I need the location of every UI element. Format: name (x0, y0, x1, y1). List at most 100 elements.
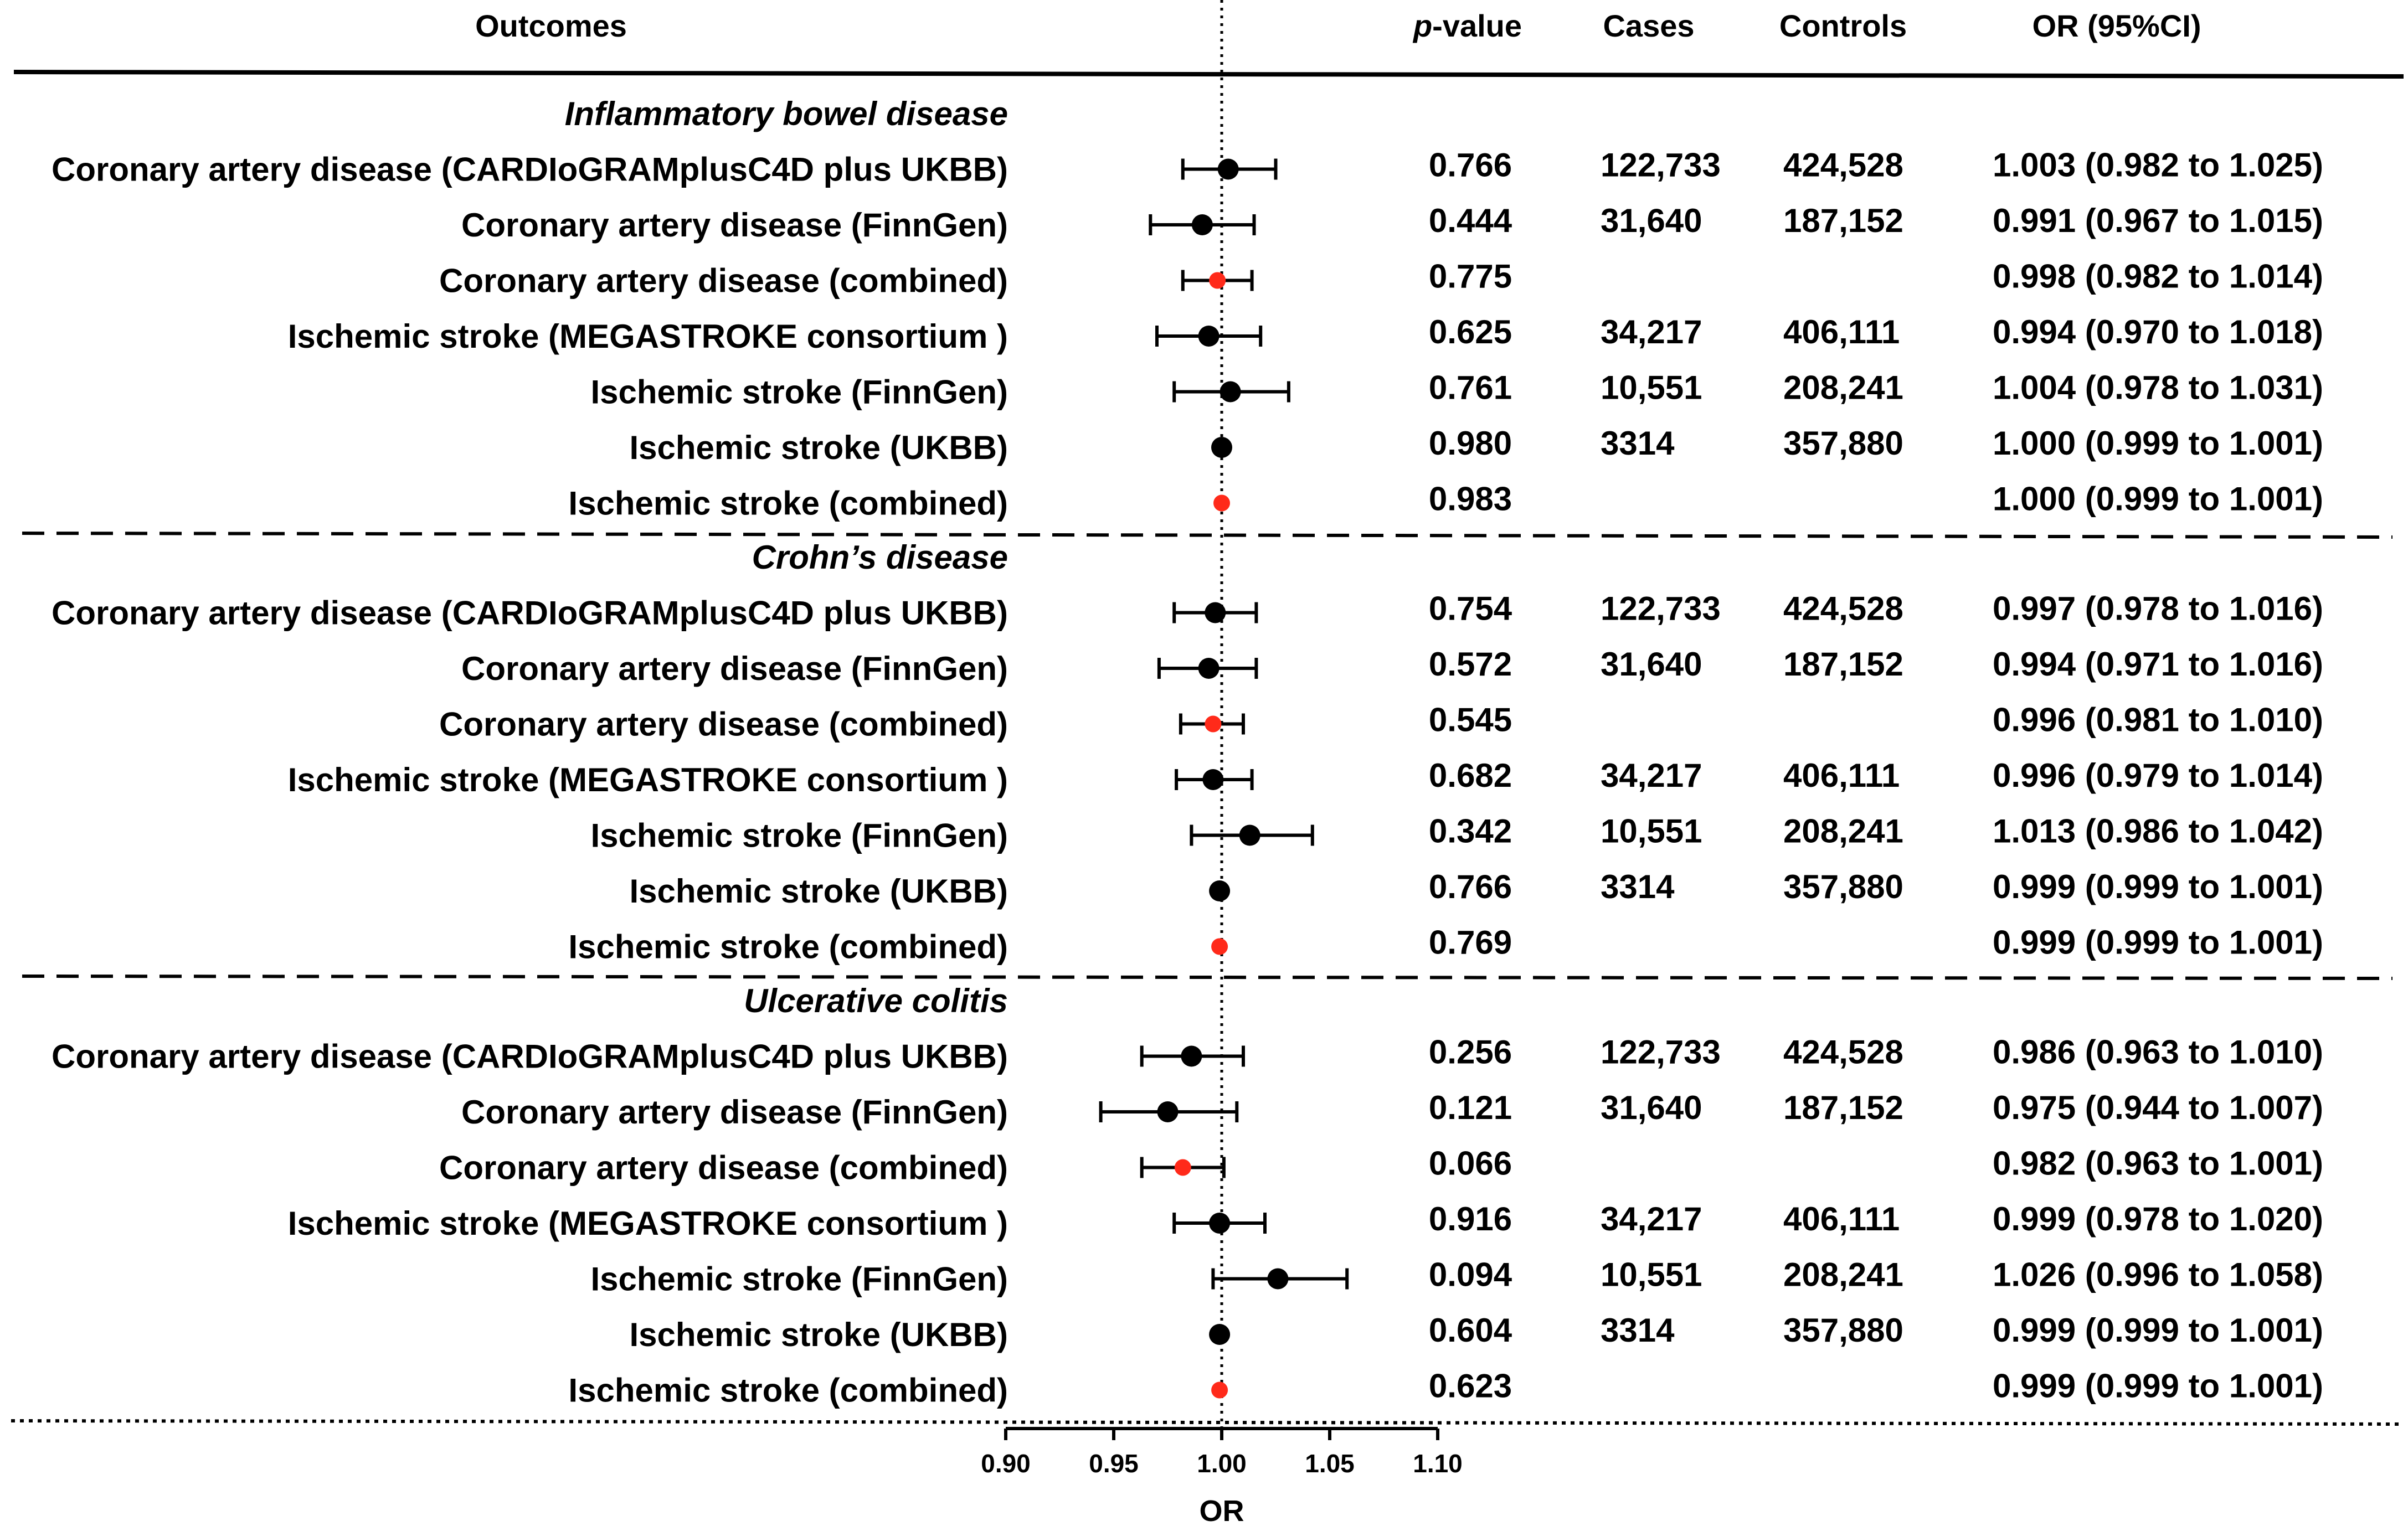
x-tick-label: 0.90 (981, 1449, 1031, 1478)
or-ci-value: 0.999 (0.999 to 1.001) (1993, 868, 2323, 905)
estimate-point (1157, 1101, 1179, 1122)
cases-value: 122,733 (1601, 147, 1721, 184)
cases-value: 34,217 (1601, 757, 1702, 794)
or-ci-value: 0.998 (0.982 to 1.014) (1993, 258, 2323, 295)
outcome-label: Ischemic stroke (MEGASTROKE consortium ) (288, 761, 1008, 798)
group-title: Inflammatory bowel disease (565, 95, 1008, 132)
x-tick-label: 1.00 (1197, 1449, 1247, 1478)
x-axis-title: OR (1200, 1494, 1244, 1526)
cases-value: 3314 (1601, 1312, 1675, 1349)
combined-estimate-point (1211, 938, 1228, 955)
outcome-label: Ischemic stroke (FinnGen) (590, 1261, 1008, 1298)
or-ci-value: 0.975 (0.944 to 1.007) (1993, 1089, 2323, 1126)
bottom-rule (11, 1419, 2404, 1426)
controls-value: 208,241 (1783, 813, 1903, 850)
group-title: Ulcerative colitis (744, 982, 1008, 1019)
header-or-ci: OR (95%CI) (2033, 8, 2201, 43)
outcome-label: Ischemic stroke (MEGASTROKE consortium ) (288, 318, 1008, 355)
controls-value: 187,152 (1783, 1089, 1903, 1126)
cases-value: 34,217 (1601, 313, 1702, 350)
outcome-label: Coronary artery disease (FinnGen) (461, 207, 1008, 244)
estimate-point (1205, 602, 1226, 623)
controls-value: 406,111 (1783, 313, 1900, 350)
or-ci-value: 1.026 (0.996 to 1.058) (1993, 1256, 2323, 1293)
outcome-label: Coronary artery disease (FinnGen) (461, 1094, 1008, 1131)
header-outcomes: Outcomes (475, 8, 627, 43)
cases-value: 122,733 (1601, 1034, 1721, 1071)
combined-estimate-point (1205, 715, 1222, 733)
outcome-label: Ischemic stroke (MEGASTROKE consortium ) (288, 1205, 1008, 1242)
p-value: 0.682 (1429, 757, 1512, 794)
cases-value: 122,733 (1601, 590, 1721, 627)
or-ci-value: 0.996 (0.979 to 1.014) (1993, 757, 2323, 794)
cases-value: 31,640 (1601, 646, 1702, 683)
p-value: 0.980 (1429, 425, 1512, 462)
controls-value: 208,241 (1783, 369, 1903, 406)
cases-value: 10,551 (1601, 1256, 1702, 1293)
p-value: 0.066 (1429, 1145, 1512, 1182)
estimate-point (1198, 658, 1220, 679)
or-ci-value: 0.994 (0.971 to 1.016) (1993, 646, 2323, 683)
estimate-point (1217, 158, 1239, 180)
outcome-label: Ischemic stroke (FinnGen) (590, 374, 1008, 411)
controls-value: 187,152 (1783, 646, 1903, 683)
p-value: 0.572 (1429, 646, 1512, 683)
p-value: 0.623 (1429, 1368, 1512, 1405)
controls-value: 424,528 (1783, 590, 1903, 627)
cases-value: 10,551 (1601, 813, 1702, 850)
x-tick-label: 1.10 (1413, 1449, 1463, 1478)
estimate-point (1209, 1213, 1231, 1234)
header-p-suffix: -value (1432, 8, 1522, 43)
or-ci-value: 1.013 (0.986 to 1.042) (1993, 813, 2323, 850)
p-value: 0.256 (1429, 1034, 1512, 1071)
group-title: Crohn’s disease (752, 539, 1008, 576)
outcome-label: Coronary artery disease (CARDIoGRAMplusC… (52, 1038, 1008, 1075)
outcome-label: Coronary artery disease (CARDIoGRAMplusC… (52, 151, 1008, 188)
estimate-point (1220, 381, 1241, 403)
estimate-point (1202, 769, 1224, 790)
combined-estimate-point (1209, 272, 1226, 289)
combined-estimate-point (1174, 1159, 1191, 1176)
cases-value: 34,217 (1601, 1200, 1702, 1238)
combined-estimate-point (1211, 1381, 1228, 1399)
forest-rows: Inflammatory bowel disease Coronary arter… (52, 95, 2323, 1409)
controls-value: 187,152 (1783, 202, 1903, 239)
group-separator (22, 975, 2393, 980)
group-separator (22, 532, 2393, 539)
combined-estimate-point (1213, 494, 1230, 512)
p-value: 0.625 (1429, 313, 1512, 350)
p-value: 0.775 (1429, 258, 1512, 295)
p-value: 0.761 (1429, 369, 1512, 406)
or-ci-value: 1.000 (0.999 to 1.001) (1993, 425, 2323, 462)
outcome-label: Coronary artery disease (combined) (439, 706, 1008, 743)
controls-value: 424,528 (1783, 147, 1903, 184)
controls-value: 406,111 (1783, 1200, 1900, 1238)
or-ci-value: 1.003 (0.982 to 1.025) (1993, 147, 2323, 184)
header-cases: Cases (1603, 8, 1694, 43)
p-value: 0.342 (1429, 813, 1512, 850)
header-rule (13, 70, 2404, 79)
controls-value: 357,880 (1783, 868, 1903, 905)
cases-value: 31,640 (1601, 202, 1702, 239)
estimate-point (1209, 880, 1231, 901)
outcome-label: Ischemic stroke (FinnGen) (590, 817, 1008, 854)
estimate-point (1181, 1045, 1202, 1067)
p-value: 0.094 (1429, 1256, 1512, 1293)
or-ci-value: 0.997 (0.978 to 1.016) (1993, 590, 2323, 627)
estimate-point (1267, 1268, 1289, 1290)
cases-value: 3314 (1601, 868, 1675, 905)
outcome-label: Ischemic stroke (combined) (568, 485, 1008, 522)
or-ci-value: 0.999 (0.999 to 1.001) (1993, 924, 2323, 961)
p-value: 0.916 (1429, 1200, 1512, 1238)
p-value: 0.754 (1429, 590, 1512, 627)
controls-value: 424,528 (1783, 1034, 1903, 1071)
x-axis-ticks: 0.90 0.95 1.00 1.05 1.10 (981, 1429, 1463, 1478)
p-value: 0.766 (1429, 147, 1512, 184)
header-controls: Controls (1779, 8, 1907, 43)
p-value: 0.121 (1429, 1089, 1512, 1126)
outcome-label: Coronary artery disease (combined) (439, 1149, 1008, 1187)
outcome-label: Coronary artery disease (CARDIoGRAMplusC… (52, 595, 1008, 632)
or-ci-value: 1.000 (0.999 to 1.001) (1993, 481, 2323, 518)
outcome-label: Ischemic stroke (combined) (568, 929, 1008, 966)
